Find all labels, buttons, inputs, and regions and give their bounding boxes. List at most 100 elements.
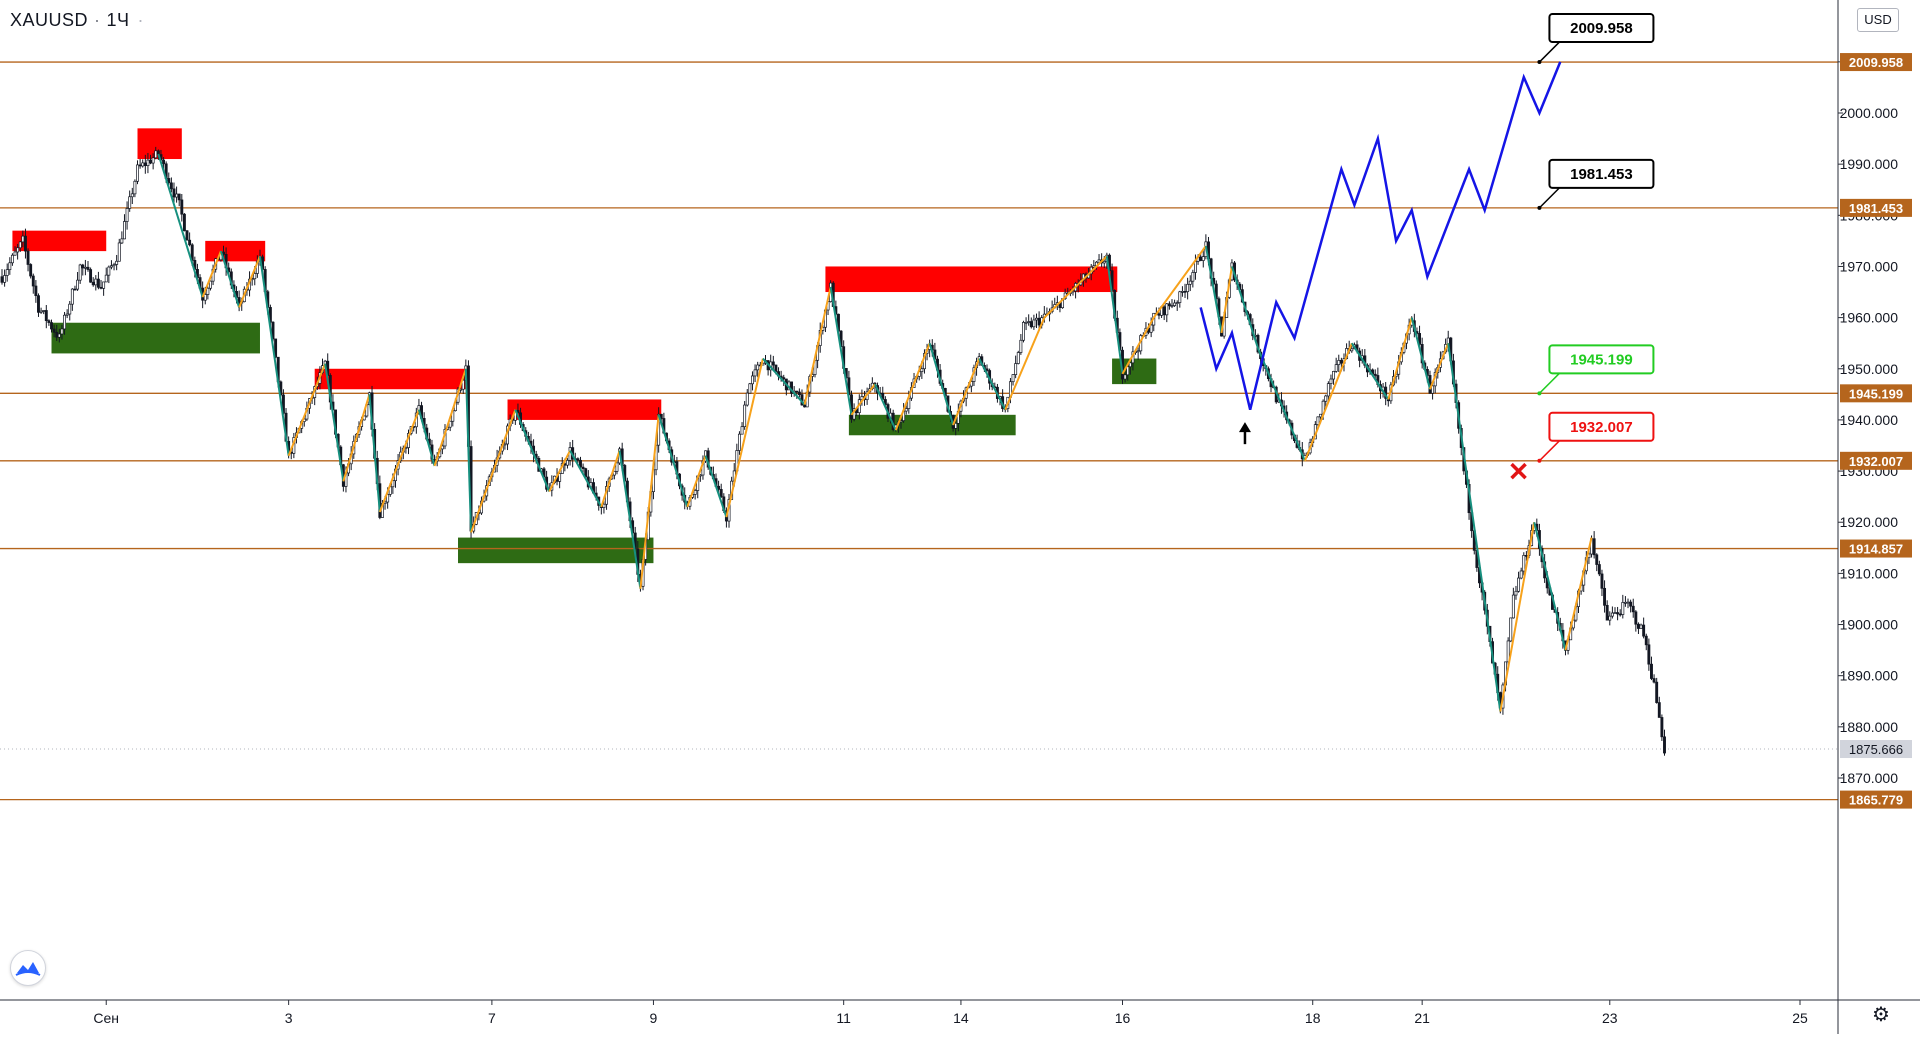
cross-icon[interactable] [1510,462,1527,480]
candle-body [1316,416,1320,425]
zigzag-segment[interactable] [342,394,371,482]
zigzag-segment[interactable] [1387,317,1413,400]
level-price-label[interactable]: 1914.857 [1840,539,1912,558]
price-callout[interactable]: 1981.453 [1537,158,1655,210]
zigzag-segment[interactable] [378,409,420,513]
zigzag-segment[interactable] [514,409,551,492]
price-callout[interactable]: 1945.199 [1537,344,1655,396]
zigzag-segment[interactable] [324,363,345,482]
zigzag-segment[interactable] [433,368,467,467]
zigzag-segment[interactable] [1204,245,1223,334]
supply-zone[interactable] [12,230,107,252]
zigzag-segment[interactable] [258,256,290,456]
symbol-legend[interactable]: XAUUSD · 1Ч · [10,10,144,31]
demand-zone[interactable] [458,537,654,564]
demand-zone[interactable] [848,414,1016,436]
supply-zone[interactable] [205,240,266,262]
supply-zone[interactable] [825,266,1118,293]
zigzag-segment[interactable] [1447,343,1502,712]
callout-text: 2009.958 [1570,20,1633,37]
zigzag-segment[interactable] [1564,537,1593,651]
level-price-label[interactable]: 1981.453 [1840,198,1912,217]
zigzag-segment[interactable] [686,455,707,508]
current-price-label[interactable]: 1875.666 [1840,740,1912,759]
zigzag-segment[interactable] [1350,342,1390,401]
zigzag-segment[interactable] [1105,256,1124,375]
candle-body [1162,306,1166,316]
zigzag-segment[interactable] [157,153,204,298]
gear-icon[interactable]: ⚙ [1872,1004,1890,1026]
candle-body [1024,321,1028,324]
candle-body [172,188,176,198]
level-price-label[interactable]: 1945.199 [1840,384,1912,403]
zigzag-segment[interactable] [1303,342,1353,462]
zigzag-segment[interactable] [850,383,876,416]
candle-body [1509,617,1513,642]
zigzag-segment[interactable] [829,286,853,415]
zigzag-segment[interactable] [1429,342,1450,390]
interval-label[interactable]: 1Ч [106,10,130,30]
candle-body [1167,303,1171,307]
zigzag-segment[interactable] [417,409,436,467]
level-price-label[interactable]: 1865.779 [1840,790,1912,809]
candle-body [76,279,80,290]
zigzag-segment[interactable] [1080,255,1108,283]
zigzag-segment[interactable] [803,286,832,405]
zigzag-segment[interactable] [1004,317,1046,411]
zigzag-segment[interactable] [618,450,642,589]
zigzag-segment[interactable] [657,414,689,508]
zigzag-segment[interactable] [201,250,222,298]
zigzag-segment[interactable] [928,342,955,426]
zigzag-segment[interactable] [287,363,327,457]
price-tick-label: 1900.000 [1840,617,1899,633]
zigzag-segment[interactable] [1410,317,1431,390]
zigzag-segment[interactable] [470,409,517,533]
arrow-up-icon[interactable] [1238,422,1251,445]
supply-zone[interactable] [314,368,466,390]
zigzag-segment[interactable] [952,358,981,426]
price-tick-label: 1950.000 [1840,361,1899,377]
zigzag-segment[interactable] [762,357,806,406]
candle-body [1600,573,1604,589]
price-callout[interactable]: 1932.007 [1537,411,1655,463]
candle-body [782,377,786,380]
level-price-label[interactable]: 1932.007 [1840,451,1912,470]
zigzag-segment[interactable] [1257,347,1306,462]
candle-body [115,260,119,265]
zigzag-segment[interactable] [238,255,261,308]
symbol-name[interactable]: XAUUSD [10,10,89,30]
zigzag-segment[interactable] [725,358,764,518]
zigzag-segment[interactable] [1043,281,1082,319]
tradingview-logo-icon[interactable] [10,950,46,986]
candle-body [50,322,53,330]
zigzag-segment[interactable] [368,394,381,513]
zigzag-segment[interactable] [978,358,1007,411]
zigzag-segment[interactable] [894,342,931,431]
zigzag-segment[interactable] [1220,266,1233,334]
price-callout[interactable]: 2009.958 [1537,13,1655,65]
zigzag-segment[interactable] [1152,245,1207,319]
supply-zone[interactable] [507,399,662,420]
callout-box [1548,344,1655,375]
level-label-text: 1914.857 [1849,542,1903,557]
zigzag-segment[interactable] [1533,521,1567,651]
currency-button[interactable]: USD [1857,8,1899,32]
zigzag-segment[interactable] [548,450,571,492]
zigzag-segment[interactable] [219,250,241,308]
zigzag-segment[interactable] [704,455,728,518]
zigzag-segment[interactable] [639,414,660,589]
zigzag-segment[interactable] [569,450,603,508]
price-tick-label: 1960.000 [1840,310,1899,326]
zigzag-segment[interactable] [464,368,473,533]
zigzag-segment[interactable] [1121,317,1155,375]
level-price-label[interactable]: 2009.958 [1840,53,1912,72]
zigzag-segment[interactable] [1499,522,1536,712]
zigzag-segment[interactable] [600,450,621,508]
demand-zone[interactable] [51,322,260,354]
candle-body [753,369,757,377]
zigzag-segment[interactable] [1230,266,1259,349]
zigzag-segment[interactable] [874,383,897,431]
projection-path[interactable] [1199,61,1562,410]
